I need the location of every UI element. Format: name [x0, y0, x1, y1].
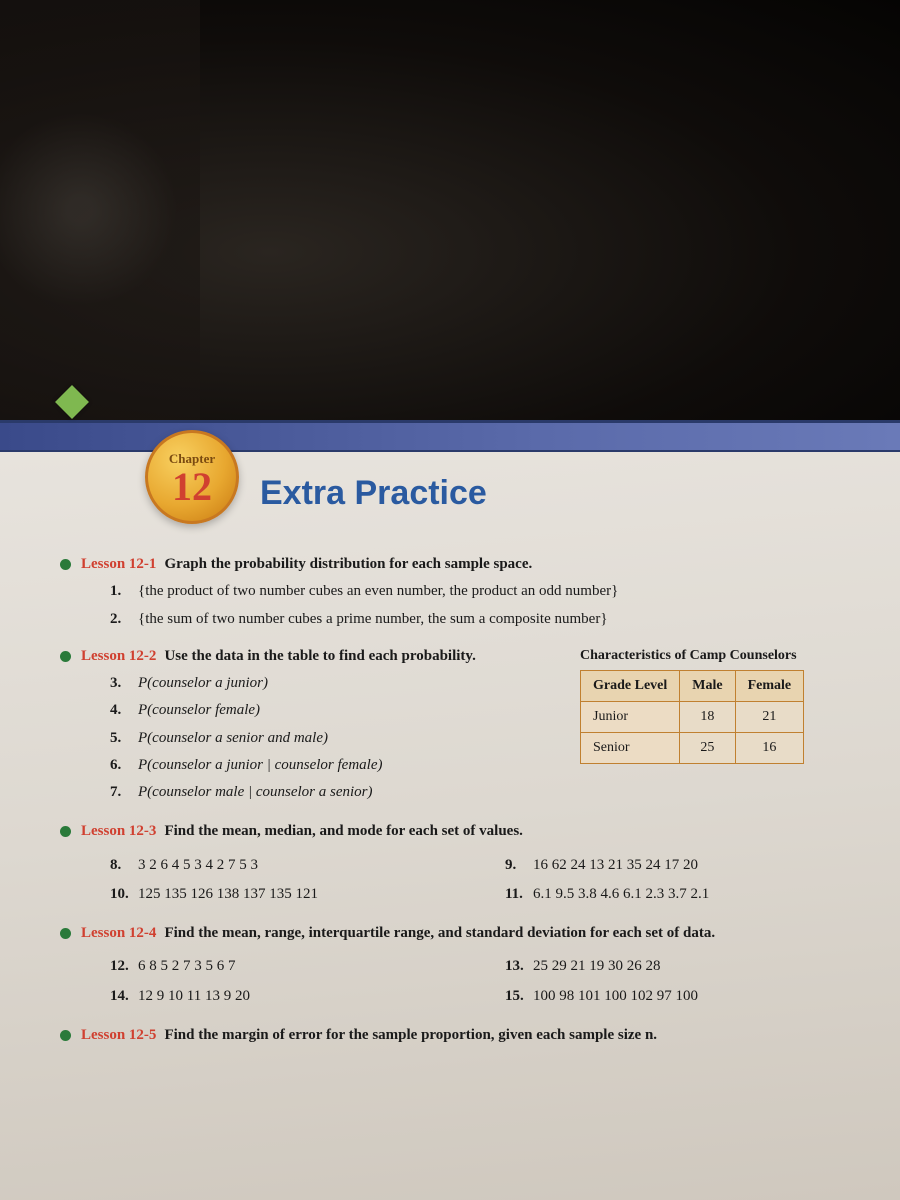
- lesson-title: Use the data in the table to find each p…: [164, 645, 475, 668]
- problem-7: 7.P(counselor male | counselor a senior): [110, 781, 540, 804]
- problem-6: 6.P(counselor a junior | counselor femal…: [110, 754, 540, 777]
- problem-2: 2. {the sum of two number cubes a prime …: [110, 608, 860, 631]
- counselor-table-block: Characteristics of Camp Counselors Grade…: [580, 645, 860, 764]
- problem-5: 5.P(counselor a senior and male): [110, 727, 540, 750]
- problem-8: 8.3 2 6 4 5 3 4 2 7 5 3: [110, 854, 465, 877]
- content-area: Lesson 12-1 Graph the probability distri…: [0, 525, 900, 1047]
- chapter-circle: Chapter 12: [145, 430, 239, 524]
- header-banner: [0, 420, 900, 452]
- problem-11: 11.6.1 9.5 3.8 4.6 6.1 2.3 3.7 2.1: [505, 883, 860, 906]
- lesson-12-1: Lesson 12-1 Graph the probability distri…: [60, 553, 860, 631]
- lesson-label: Lesson 12-1: [81, 553, 156, 576]
- page-title: Extra Practice: [260, 474, 487, 513]
- lesson-label: Lesson 12-4: [81, 922, 156, 945]
- counselor-table: Grade Level Male Female Junior 18 21 Sen…: [580, 670, 804, 763]
- bullet-icon: [60, 1030, 71, 1041]
- lesson-title: Graph the probability distribution for e…: [164, 553, 532, 576]
- table-title: Characteristics of Camp Counselors: [580, 645, 860, 667]
- bullet-icon: [60, 826, 71, 837]
- problem-4: 4.P(counselor female): [110, 699, 540, 722]
- lesson-12-3: Lesson 12-3 Find the mean, median, and m…: [60, 820, 860, 906]
- problem-14: 14.12 9 10 11 13 9 20: [110, 985, 465, 1008]
- table-row: Senior 25 16: [581, 732, 804, 763]
- table-header-row: Grade Level Male Female: [581, 671, 804, 702]
- lesson-title: Find the mean, range, interquartile rang…: [164, 922, 715, 945]
- lesson-label: Lesson 12-2: [81, 645, 156, 668]
- problem-15: 15.100 98 101 100 102 97 100: [505, 985, 860, 1008]
- lesson-label: Lesson 12-5: [81, 1024, 156, 1047]
- lesson-title: Find the mean, median, and mode for each…: [164, 820, 522, 843]
- chapter-number: 12: [172, 467, 212, 507]
- lesson-label: Lesson 12-3: [81, 820, 156, 843]
- problem-10: 10.125 135 126 138 137 135 121: [110, 883, 465, 906]
- lesson-12-5: Lesson 12-5 Find the margin of error for…: [60, 1024, 860, 1047]
- chapter-header: Chapter 12 Extra Practice: [0, 452, 900, 525]
- lesson-title: Find the margin of error for the sample …: [164, 1024, 657, 1047]
- lesson-12-4: Lesson 12-4 Find the mean, range, interq…: [60, 922, 860, 1008]
- textbook-page: Chapter 12 Extra Practice Lesson 12-1 Gr…: [0, 420, 900, 1200]
- lesson-12-2: Lesson 12-2 Use the data in the table to…: [60, 645, 860, 805]
- problem-13: 13.25 29 21 19 30 26 28: [505, 955, 860, 978]
- bullet-icon: [60, 559, 71, 570]
- problem-1: 1. {the product of two number cubes an e…: [110, 580, 860, 603]
- bullet-icon: [60, 928, 71, 939]
- table-row: Junior 18 21: [581, 702, 804, 733]
- problem-3: 3.P(counselor a junior): [110, 672, 540, 695]
- bullet-icon: [60, 651, 71, 662]
- problem-9: 9.16 62 24 13 21 35 24 17 20: [505, 854, 860, 877]
- background-photo-region: [0, 0, 900, 420]
- problem-12: 12.6 8 5 2 7 3 5 6 7: [110, 955, 465, 978]
